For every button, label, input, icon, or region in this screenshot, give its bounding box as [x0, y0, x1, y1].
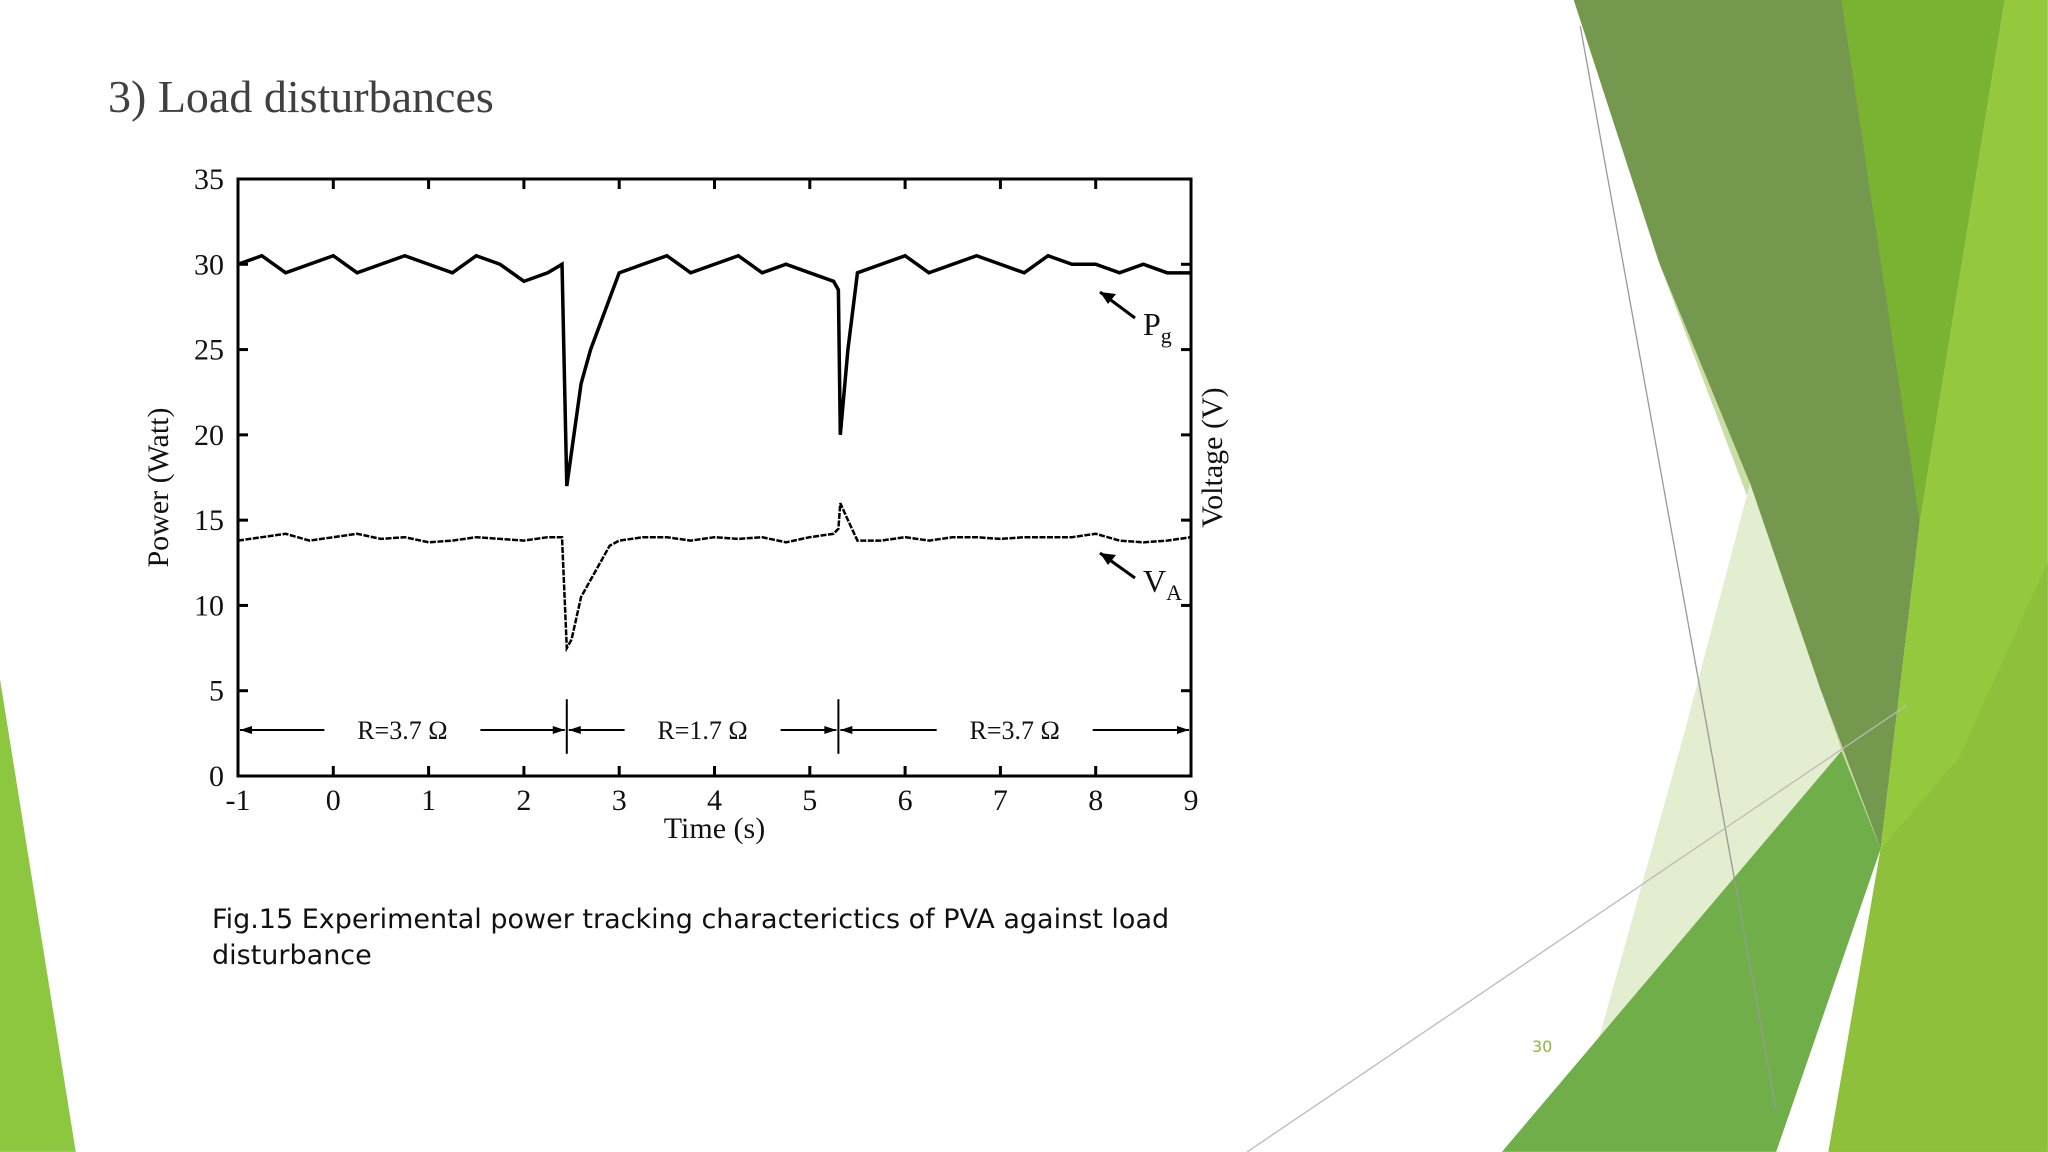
annotation-subscript: g	[1161, 323, 1172, 348]
arrow-head	[1177, 725, 1189, 734]
x-tick-label: 2	[516, 784, 531, 817]
annotation-text: P	[1143, 306, 1161, 342]
x-tick-label: 7	[993, 784, 1008, 817]
x-tick-label: 1	[421, 784, 436, 817]
region-label: R=3.7 Ω	[970, 716, 1060, 745]
region-label-bg	[324, 713, 481, 746]
x-tick-label: 8	[1088, 784, 1103, 817]
region-label: R=1.7 Ω	[657, 716, 747, 745]
arrow-head	[1100, 292, 1116, 304]
arrow-head	[824, 725, 837, 734]
y-tick-label: 25	[194, 334, 224, 367]
page-number: 30	[1532, 1037, 1552, 1056]
annotation-subscript: A	[1166, 580, 1182, 605]
annotation: VA	[1143, 563, 1182, 605]
arrow-head	[840, 725, 853, 734]
x-tick-label: 5	[802, 784, 817, 817]
series-line	[237, 253, 1191, 487]
x-tick-label: 9	[1184, 784, 1199, 817]
arrow-head	[1100, 553, 1116, 565]
region-label-bg	[624, 713, 781, 746]
caption-box: Fig.15 Experimental power tracking chara…	[212, 904, 1170, 971]
y-tick-label: 35	[194, 163, 224, 196]
y-tick-label: 20	[194, 419, 224, 452]
annotation-text: V	[1143, 563, 1166, 599]
plot-frame	[236, 177, 1193, 778]
region-label-bg	[936, 713, 1093, 746]
x-tick-label: -1	[226, 784, 251, 817]
arrow-head	[552, 725, 565, 734]
x-tick-label: 6	[898, 784, 913, 817]
x-tick-label: 4	[707, 784, 722, 817]
x-tick-label: 3	[612, 784, 627, 817]
annotation: Pg	[1143, 306, 1172, 348]
y-tick-label: 30	[194, 248, 224, 281]
caption: Fig.15 Experimental power tracking chara…	[212, 904, 1170, 971]
y-axis-label: Power (Watt)	[142, 407, 175, 567]
arrow-head	[568, 725, 581, 734]
region-label: R=3.7 Ω	[357, 716, 447, 745]
y2-axis-label: Voltage (V)	[1196, 387, 1229, 527]
y-tick-label: 5	[209, 675, 224, 708]
slide-title: 3) Load disturbances	[108, 71, 494, 122]
x-tick-label: 0	[326, 784, 341, 817]
y-tick-label: 15	[194, 504, 224, 537]
x-axis-label: Time (s)	[664, 812, 765, 845]
y-tick-label: 10	[194, 589, 224, 622]
series-line	[237, 502, 1192, 653]
arrow-head	[240, 725, 252, 734]
y-tick-label: 0	[209, 760, 224, 793]
